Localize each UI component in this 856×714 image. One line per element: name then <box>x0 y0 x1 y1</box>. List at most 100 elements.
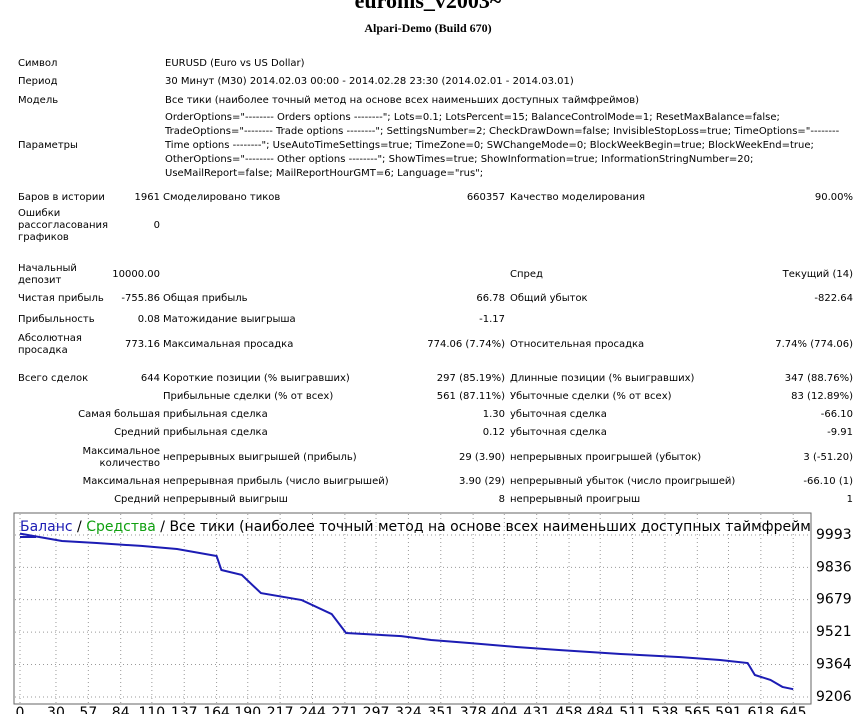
y-tick-label: 9521 <box>816 624 852 640</box>
x-tick-label: 164 <box>203 705 230 714</box>
x-tick-label: 378 <box>460 705 487 714</box>
stat-value: Самая большая <box>78 409 160 420</box>
chart-frame <box>13 512 812 705</box>
info-label: Символ <box>18 58 58 69</box>
x-tick-label: 137 <box>171 705 198 714</box>
legend-separator: / <box>160 519 165 535</box>
x-tick-label: 458 <box>556 705 583 714</box>
stat-value: 90.00% <box>814 192 853 203</box>
y-tick-label: 9206 <box>816 689 852 705</box>
legend-separator: / <box>77 519 82 535</box>
stat-value: 660357 <box>466 192 505 203</box>
y-tick-label: 9993 <box>816 527 852 543</box>
stat-value: 0.08 <box>137 314 160 325</box>
stat-label: непрерывная прибыль (число выигрышей) <box>163 476 389 487</box>
stat-value: -66.10 (1) <box>803 476 853 487</box>
stat-value: Максимальная <box>82 476 160 487</box>
report-title: euronis_v2003~ <box>354 0 502 13</box>
stat-label: Длинные позиции (% выигравших) <box>510 373 695 384</box>
info-text: OrderOptions="-------- Orders options --… <box>165 112 840 179</box>
stat-label: непрерывный убыток (число проигрышей) <box>510 476 736 487</box>
x-tick-label: 57 <box>79 705 97 714</box>
x-tick-label: 0 <box>16 705 25 714</box>
stat-value: Средний <box>114 427 160 438</box>
stat-label: прибыльная сделка <box>163 427 268 438</box>
stat-value: 774.06 (7.74%) <box>427 339 505 350</box>
x-tick-label: 431 <box>523 705 550 714</box>
x-tick-label: 618 <box>747 705 774 714</box>
legend-model: Все тики (наиболее точный метод на основ… <box>169 519 856 535</box>
x-tick-label: 190 <box>234 705 261 714</box>
stat-value: 7.74% (774.06) <box>775 339 853 350</box>
stat-label: Прибыльность <box>18 314 95 325</box>
stat-value: 561 (87.11%) <box>436 391 505 402</box>
stat-label: Баров в истории <box>18 192 105 203</box>
x-tick-label: 645 <box>780 705 807 714</box>
stat-label: убыточная сделка <box>510 427 607 438</box>
stat-label: Ошибки рассогласования графиков <box>18 208 109 243</box>
x-tick-label: 30 <box>47 705 65 714</box>
info-text: EURUSD (Euro vs US Dollar) <box>165 58 305 69</box>
stat-value: -1.17 <box>479 314 505 325</box>
stat-label: Максимальная просадка <box>163 339 294 350</box>
stat-label: непрерывный выигрыш <box>163 494 288 505</box>
stat-value: 347 (88.76%) <box>784 373 853 384</box>
x-tick-label: 538 <box>652 705 679 714</box>
stat-label: Абсолютная просадка <box>18 333 82 356</box>
x-tick-label: 484 <box>587 705 614 714</box>
stat-label: непрерывных выигрышей (прибыль) <box>163 452 357 463</box>
stat-value: -66.10 <box>820 409 853 420</box>
stat-label: непрерывных проигрышей (убыток) <box>510 452 702 463</box>
report-subtitle: Alpari-Demo (Build 670) <box>364 21 492 35</box>
stat-value: Средний <box>114 494 160 505</box>
stat-label: Качество моделирования <box>510 192 645 203</box>
stat-label: Смоделировано тиков <box>163 192 281 203</box>
stat-label: Спред <box>510 269 543 280</box>
x-tick-label: 110 <box>138 705 165 714</box>
stat-value: 10000.00 <box>112 269 160 280</box>
stat-label: убыточная сделка <box>510 409 607 420</box>
stat-label: Начальный депозит <box>18 263 77 286</box>
stat-label: Чистая прибыль <box>18 293 104 304</box>
info-label: Модель <box>18 95 59 106</box>
y-tick-label: 9679 <box>816 592 852 608</box>
stat-label: Короткие позиции (% выигравших) <box>163 373 350 384</box>
info-label: Период <box>18 76 58 87</box>
stat-value: 8 <box>498 494 505 505</box>
x-tick-label: 351 <box>427 705 454 714</box>
stat-value: 0.12 <box>482 427 505 438</box>
stat-value: Текущий (14) <box>782 269 853 280</box>
info-label: Параметры <box>18 140 78 151</box>
stat-value: 773.16 <box>125 339 160 350</box>
stat-value: 3.90 (29) <box>459 476 505 487</box>
stat-label: Матожидание выигрыша <box>163 314 296 325</box>
stat-value: 1961 <box>134 192 160 203</box>
stat-value: 644 <box>140 373 160 384</box>
x-tick-label: 217 <box>267 705 294 714</box>
stat-label: прибыльная сделка <box>163 409 268 420</box>
stat-label: Убыточные сделки (% от всех) <box>510 391 672 402</box>
stat-value: 83 (12.89%) <box>791 391 853 402</box>
x-tick-label: 404 <box>491 705 518 714</box>
stat-value: 297 (85.19%) <box>436 373 505 384</box>
balance-line <box>19 532 794 691</box>
stat-value: 66.78 <box>476 293 505 304</box>
stat-value: 1 <box>846 494 853 505</box>
x-tick-label: 591 <box>715 705 742 714</box>
x-tick-label: 297 <box>363 705 390 714</box>
stat-value: 0 <box>153 220 160 231</box>
stat-label: Относительная просадка <box>510 339 645 350</box>
stat-value: -755.86 <box>121 293 160 304</box>
stat-value: Максимальное количество <box>82 446 160 469</box>
y-tick-label: 9836 <box>816 559 852 575</box>
x-tick-label: 244 <box>299 705 326 714</box>
x-tick-label: 565 <box>684 705 711 714</box>
stat-value: 1.30 <box>482 409 505 420</box>
legend-balance: Баланс <box>20 519 73 535</box>
stat-label: Общая прибыль <box>163 293 248 304</box>
stat-value: 29 (3.90) <box>459 452 505 463</box>
y-tick-label: 9364 <box>816 656 852 672</box>
legend: Баланс / Средства / Все тики (наиболее т… <box>20 519 856 535</box>
